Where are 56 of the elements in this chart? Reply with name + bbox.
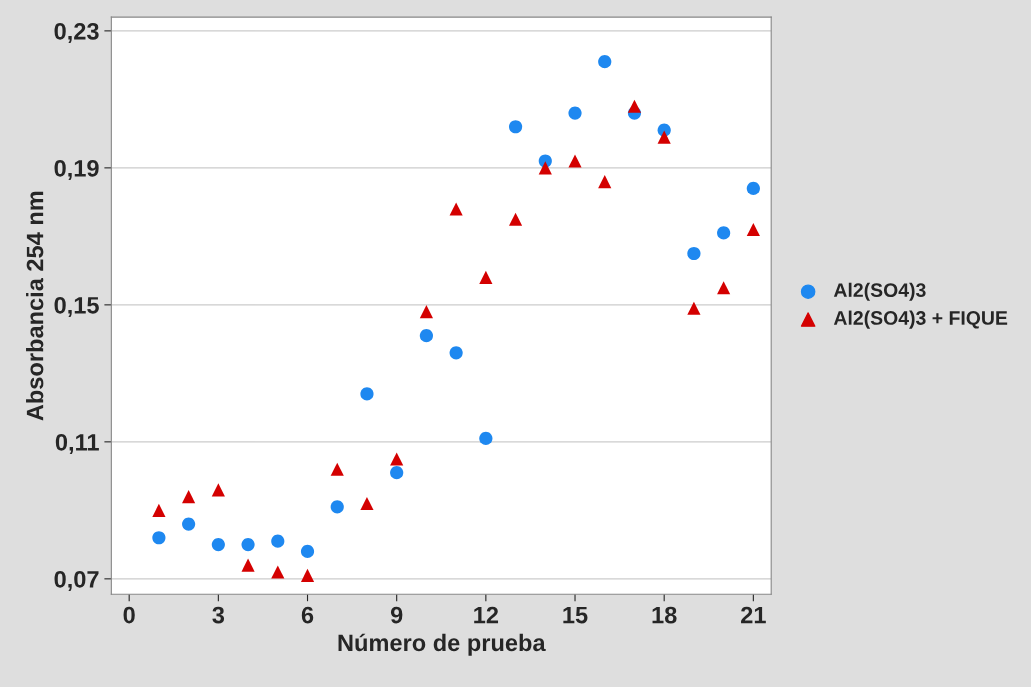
point (717, 281, 731, 295)
point (598, 174, 612, 189)
point (182, 517, 196, 531)
legend-label: Al2(SO4)3 (833, 282, 926, 301)
point (211, 483, 225, 497)
point (300, 544, 315, 559)
point (479, 431, 493, 446)
point (538, 161, 552, 175)
point (300, 568, 315, 583)
point (152, 531, 166, 545)
point (419, 305, 433, 319)
point (657, 130, 671, 144)
point (508, 212, 523, 226)
point (360, 496, 374, 511)
x-tick-label: 6 (301, 606, 314, 624)
point (687, 246, 701, 261)
point (568, 154, 582, 168)
point (360, 387, 374, 401)
point (211, 538, 225, 552)
y-tick-label: 0,15 (54, 296, 99, 318)
point (479, 270, 493, 285)
point (390, 452, 404, 466)
y-axis-title: Absorbancia 254 nm (26, 191, 44, 421)
point (390, 466, 404, 480)
point (271, 565, 285, 579)
point (182, 490, 196, 504)
point (746, 222, 760, 237)
point (152, 503, 166, 517)
point (627, 99, 642, 113)
point (449, 346, 463, 360)
point (687, 301, 701, 315)
point (330, 462, 344, 476)
legend-label: Al2(SO4)3 + FIQUE (833, 310, 1008, 329)
point (717, 226, 731, 240)
point (746, 181, 760, 195)
x-tick-label: 21 (741, 606, 766, 624)
point (508, 120, 523, 134)
x-tick-label: 0 (123, 606, 135, 624)
point (449, 202, 463, 216)
point (568, 106, 582, 120)
point (419, 329, 433, 343)
x-axis-title: Número de prueba (338, 633, 546, 656)
y-tick-label: 0,19 (54, 159, 99, 181)
x-tick-label: 18 (652, 606, 677, 624)
point (271, 534, 285, 548)
x-tick-label: 3 (212, 606, 225, 624)
point (241, 558, 255, 572)
point (241, 538, 255, 552)
x-tick-label: 15 (563, 606, 588, 624)
y-tick-label: 0,07 (54, 570, 99, 592)
x-tick-label: 9 (390, 606, 403, 624)
y-tick-label: 0,11 (55, 433, 99, 455)
x-tick-label: 12 (474, 606, 499, 624)
point (598, 55, 612, 69)
point (330, 500, 344, 514)
y-tick-label: 0,23 (54, 22, 99, 44)
